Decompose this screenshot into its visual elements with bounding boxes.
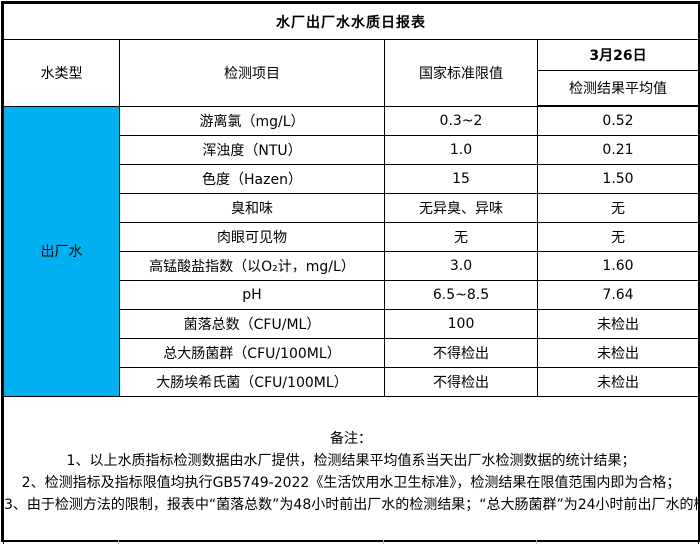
limit-cell: 15 bbox=[384, 164, 538, 194]
table-row: pH 6.5~8.5 7.64 bbox=[4, 280, 699, 310]
gridline-stub bbox=[536, 540, 537, 544]
table-row: 肉眼可见物 无 无 bbox=[4, 222, 699, 252]
item-cell: 总大肠菌群（CFU/100ML） bbox=[119, 338, 385, 368]
result-cell: 1.60 bbox=[537, 251, 699, 281]
table-row: 臭和味 无异臭、异味 无 bbox=[4, 193, 699, 223]
limit-cell: 无 bbox=[384, 222, 538, 252]
column-header-result-avg: 检测结果平均值 bbox=[537, 70, 699, 107]
result-cell: 0.52 bbox=[537, 105, 699, 136]
notes-block: 备注： 1、以上水质指标检测数据由水厂提供，检测结果平均值系当天出厂水检测数据的… bbox=[3, 396, 699, 544]
result-cell: 无 bbox=[537, 193, 699, 223]
column-header-national-limit: 国家标准限值 bbox=[384, 39, 538, 107]
title-row: 水厂出厂水水质日报表 bbox=[3, 3, 699, 40]
result-cell: 7.64 bbox=[537, 280, 699, 310]
item-cell: pH bbox=[119, 280, 385, 310]
water-quality-table: 水厂出厂水水质日报表 水类型 检测项目 国家标准限值 3月26日 检测结果平均值… bbox=[3, 3, 699, 544]
limit-cell: 0.3~2 bbox=[384, 105, 538, 136]
limit-cell: 不得检出 bbox=[384, 367, 538, 397]
report-date: 3月26日 bbox=[537, 39, 699, 71]
limit-cell: 100 bbox=[384, 309, 538, 339]
item-cell: 浑浊度（NTU） bbox=[119, 135, 385, 165]
item-cell: 高锰酸盐指数（以O₂计，mg/L） bbox=[119, 251, 385, 281]
item-cell: 臭和味 bbox=[119, 193, 385, 223]
notes-label: 备注： bbox=[330, 431, 372, 447]
notes-row: 备注： 1、以上水质指标检测数据由水厂提供，检测结果平均值系当天出厂水检测数据的… bbox=[3, 396, 699, 544]
limit-cell: 不得检出 bbox=[384, 338, 538, 368]
gridline-stub bbox=[118, 540, 119, 544]
table-row: 出厂水 游离氯（mg/L） 0.3~2 0.52 bbox=[3, 105, 699, 397]
item-cell: 游离氯（mg/L） bbox=[119, 105, 385, 136]
limit-cell: 3.0 bbox=[384, 251, 538, 281]
header-subrow: 检测结果平均值 bbox=[4, 70, 699, 107]
result-cell: 未检出 bbox=[537, 367, 699, 397]
table-row: 总大肠菌群（CFU/100ML） 不得检出 未检出 bbox=[4, 338, 699, 368]
limit-cell: 6.5~8.5 bbox=[384, 280, 538, 310]
column-header-water-type: 水类型 bbox=[3, 39, 120, 107]
limit-cell: 无异臭、异味 bbox=[384, 193, 538, 223]
result-cell: 未检出 bbox=[537, 338, 699, 368]
limit-cell: 1.0 bbox=[384, 135, 538, 165]
water-type-cell: 出厂水 bbox=[3, 105, 120, 397]
result-cell: 1.50 bbox=[537, 164, 699, 194]
gridline-stub bbox=[383, 540, 384, 544]
table-row: 菌落总数（CFU/ML） 100 未检出 bbox=[4, 309, 699, 339]
item-cell: 菌落总数（CFU/ML） bbox=[119, 309, 385, 339]
table-row: 色度（Hazen） 15 1.50 bbox=[4, 164, 699, 194]
item-cell: 大肠埃希氏菌（CFU/100ML） bbox=[119, 367, 385, 397]
note-item: 3、由于检测方法的限制，报表中“菌落总数”为48小时前出厂水的检测结果；“总大肠… bbox=[4, 497, 698, 513]
header-row: 水类型 检测项目 国家标准限值 3月26日 bbox=[3, 39, 699, 107]
note-item: 2、检测指标及指标限值均执行GB5749-2022《生活饮用水卫生标准》，检测结… bbox=[21, 475, 681, 491]
item-cell: 肉眼可见物 bbox=[119, 222, 385, 252]
column-header-test-item: 检测项目 bbox=[119, 39, 385, 107]
table-row: 高锰酸盐指数（以O₂计，mg/L） 3.0 1.60 bbox=[4, 251, 699, 281]
page-title: 水厂出厂水水质日报表 bbox=[3, 3, 699, 40]
item-cell: 色度（Hazen） bbox=[119, 164, 385, 194]
result-cell: 0.21 bbox=[537, 135, 699, 165]
note-item: 1、以上水质指标检测数据由水厂提供，检测结果平均值系当天出厂水检测数据的统计结果… bbox=[66, 453, 636, 469]
table-row: 浑浊度（NTU） 1.0 0.21 bbox=[4, 135, 699, 165]
table-row: 大肠埃希氏菌（CFU/100ML） 不得检出 未检出 bbox=[4, 367, 699, 397]
result-cell: 未检出 bbox=[537, 309, 699, 339]
result-cell: 无 bbox=[537, 222, 699, 252]
